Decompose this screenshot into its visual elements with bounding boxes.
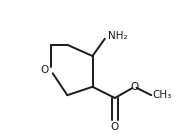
Text: CH₃: CH₃: [153, 90, 172, 100]
Text: NH₂: NH₂: [108, 31, 127, 41]
Text: O: O: [41, 65, 49, 75]
Text: O: O: [130, 82, 139, 92]
Text: O: O: [111, 122, 119, 132]
